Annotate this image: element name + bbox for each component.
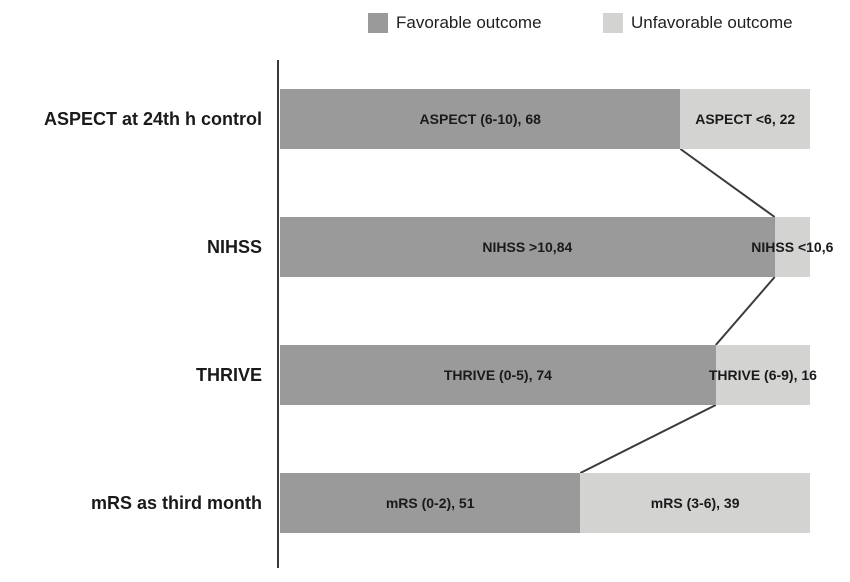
- bar-segment-unfavorable: ASPECT <6, 22: [680, 89, 810, 149]
- category-label: ASPECT at 24th h control: [43, 108, 262, 129]
- y-axis-line: [277, 60, 279, 568]
- legend-item-favorable: Favorable outcome: [368, 13, 542, 33]
- bar-segment-label-unfavorable: ASPECT <6, 22: [695, 111, 796, 127]
- category-label: NIHSS: [206, 236, 262, 257]
- series-connector-line: [579, 404, 717, 474]
- series-connector-line: [715, 276, 776, 346]
- category-label: THRIVE: [195, 364, 262, 385]
- bar-segment-favorable: mRS (0-2), 51: [280, 473, 581, 533]
- bar-segment-unfavorable: mRS (3-6), 39: [580, 473, 810, 533]
- bar-segment-label-unfavorable: THRIVE (6-9), 16: [708, 367, 817, 383]
- unfavorable-swatch-icon: [603, 13, 623, 33]
- bar-segment-unfavorable: NIHSS <10,6: [751, 217, 833, 277]
- legend: Favorable outcome Unfavorable outcome: [0, 0, 850, 46]
- bar-segment-unfavorable: THRIVE (6-9), 16: [709, 345, 817, 405]
- bar-segment-label-favorable: ASPECT (6-10), 68: [419, 111, 541, 127]
- series-connector-line: [679, 148, 776, 218]
- bar-segment-label-favorable: mRS (0-2), 51: [385, 495, 475, 511]
- legend-item-unfavorable: Unfavorable outcome: [603, 13, 793, 33]
- bar-segment-label-favorable: NIHSS >10,84: [482, 239, 573, 255]
- bar-segment-label-unfavorable: NIHSS <10,6: [751, 239, 834, 255]
- bar-segment-label-favorable: THRIVE (0-5), 74: [443, 367, 552, 383]
- bar-segment-favorable: ASPECT (6-10), 68: [280, 89, 681, 149]
- legend-label-favorable: Favorable outcome: [396, 13, 542, 32]
- legend-label-unfavorable: Unfavorable outcome: [631, 13, 793, 32]
- bar-segment-label-unfavorable: mRS (3-6), 39: [650, 495, 740, 511]
- bar-segment-favorable: THRIVE (0-5), 74: [280, 345, 716, 405]
- favorable-swatch-icon: [368, 13, 388, 33]
- bar-segment-favorable: NIHSS >10,84: [280, 217, 775, 277]
- category-label: mRS as third month: [90, 492, 262, 513]
